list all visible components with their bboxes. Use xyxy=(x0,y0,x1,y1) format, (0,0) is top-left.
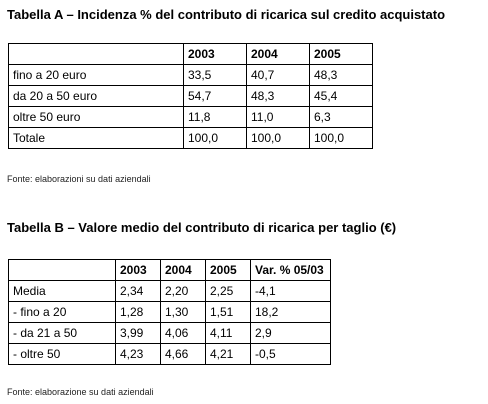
row-label: Media xyxy=(8,280,116,302)
table-cell: 45,4 xyxy=(309,85,373,107)
row-label: da 20 a 50 euro xyxy=(8,85,184,107)
table-cell: 48,3 xyxy=(246,85,310,107)
table-row: - fino a 20 1,28 1,30 1,51 18,2 xyxy=(8,301,331,323)
table-cell: 33,5 xyxy=(183,64,247,86)
table-row: Totale 100,0 100,0 100,0 xyxy=(8,127,373,149)
table-row: - oltre 50 4,23 4,66 4,21 -0,5 xyxy=(8,343,331,365)
table-cell: 4,21 xyxy=(205,343,251,365)
header-cell: 2004 xyxy=(160,259,206,281)
table-row: fino a 20 euro 33,5 40,7 48,3 xyxy=(8,64,373,86)
row-label: - oltre 50 xyxy=(8,343,116,365)
table-cell: 4,23 xyxy=(115,343,161,365)
header-cell: 2005 xyxy=(205,259,251,281)
table-cell: 3,99 xyxy=(115,322,161,344)
table-cell: 2,34 xyxy=(115,280,161,302)
table-cell: 1,51 xyxy=(205,301,251,323)
table-row: - da 21 a 50 3,99 4,06 4,11 2,9 xyxy=(8,322,331,344)
table-b-source: Fonte: elaborazione su dati aziendali xyxy=(7,387,154,397)
table-cell: 40,7 xyxy=(246,64,310,86)
table-cell: 4,66 xyxy=(160,343,206,365)
table-header-row: 2003 2004 2005 xyxy=(8,43,373,65)
table-a: 2003 2004 2005 fino a 20 euro 33,5 40,7 … xyxy=(8,43,373,149)
header-cell: 2004 xyxy=(246,43,310,65)
table-cell: -0,5 xyxy=(250,343,331,365)
table-b-title: Tabella B – Valore medio del contributo … xyxy=(7,220,397,235)
header-cell: Var. % 05/03 xyxy=(250,259,331,281)
table-cell: 6,3 xyxy=(309,106,373,128)
table-cell: 2,9 xyxy=(250,322,331,344)
header-cell xyxy=(8,259,116,281)
table-row: Media 2,34 2,20 2,25 -4,1 xyxy=(8,280,331,302)
table-cell: 100,0 xyxy=(246,127,310,149)
row-label: Totale xyxy=(8,127,184,149)
table-cell: 100,0 xyxy=(309,127,373,149)
table-row: oltre 50 euro 11,8 11,0 6,3 xyxy=(8,106,373,128)
table-cell: 1,28 xyxy=(115,301,161,323)
table-cell: 48,3 xyxy=(309,64,373,86)
table-cell: 1,30 xyxy=(160,301,206,323)
table-cell: 4,11 xyxy=(205,322,251,344)
table-cell: 2,20 xyxy=(160,280,206,302)
header-cell: 2003 xyxy=(183,43,247,65)
table-header-row: 2003 2004 2005 Var. % 05/03 xyxy=(8,259,331,281)
table-cell: 54,7 xyxy=(183,85,247,107)
table-a-source: Fonte: elaborazioni su dati aziendali xyxy=(7,174,151,184)
header-cell: 2005 xyxy=(309,43,373,65)
row-label: - fino a 20 xyxy=(8,301,116,323)
table-row: da 20 a 50 euro 54,7 48,3 45,4 xyxy=(8,85,373,107)
table-a-title: Tabella A – Incidenza % del contributo d… xyxy=(7,7,446,22)
row-label: - da 21 a 50 xyxy=(8,322,116,344)
row-label: fino a 20 euro xyxy=(8,64,184,86)
row-label: oltre 50 euro xyxy=(8,106,184,128)
header-cell: 2003 xyxy=(115,259,161,281)
table-cell: 11,0 xyxy=(246,106,310,128)
table-cell: 11,8 xyxy=(183,106,247,128)
header-cell xyxy=(8,43,184,65)
table-cell: 100,0 xyxy=(183,127,247,149)
table-cell: 2,25 xyxy=(205,280,251,302)
table-cell: 4,06 xyxy=(160,322,206,344)
table-cell: 18,2 xyxy=(250,301,331,323)
table-cell: -4,1 xyxy=(250,280,331,302)
table-b: 2003 2004 2005 Var. % 05/03 Media 2,34 2… xyxy=(8,259,331,365)
